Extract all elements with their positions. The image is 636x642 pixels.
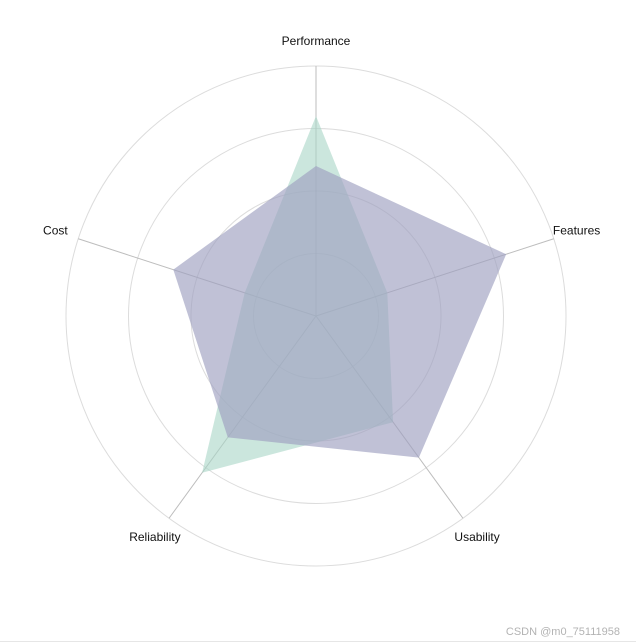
axis-label-features: Features <box>553 223 600 237</box>
radar-series <box>173 116 507 473</box>
radar-labels: Performance Features Usability Reliability C… <box>43 34 600 544</box>
series-2-area[interactable] <box>173 166 507 458</box>
axis-label-reliability: Reliability <box>129 530 180 544</box>
watermark: CSDN @m0_75111958 <box>505 626 620 638</box>
axis-label-performance: Performance <box>282 34 351 48</box>
axis-label-cost: Cost <box>43 223 68 237</box>
axis-label-usability: Usability <box>454 530 499 544</box>
